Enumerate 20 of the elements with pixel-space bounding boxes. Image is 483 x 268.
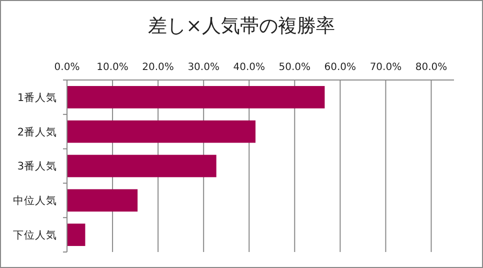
x-tick-label: 50.0% xyxy=(278,62,311,73)
x-tick-label: 70.0% xyxy=(370,62,402,73)
y-tick-label: 下位人気 xyxy=(13,229,57,242)
x-tick-label: 80.0% xyxy=(415,62,448,73)
x-tick-label: 30.0% xyxy=(188,62,220,73)
x-tick-label: 60.0% xyxy=(324,62,356,73)
bar xyxy=(67,120,256,143)
y-tick-label: 2番人気 xyxy=(17,125,57,138)
y-tick-label: 1番人気 xyxy=(17,90,57,104)
x-tick-label: 0.0% xyxy=(54,62,80,73)
x-tick-label: 40.0% xyxy=(233,62,266,73)
bar xyxy=(67,86,325,108)
chart-title: 差し×人気帯の複勝率 xyxy=(148,15,335,37)
y-tick-label: 3番人気 xyxy=(17,160,57,173)
x-tick-label: 20.0% xyxy=(142,62,174,73)
x-tick-label: 10.0% xyxy=(96,62,128,73)
bar xyxy=(67,189,138,212)
bar xyxy=(67,224,86,246)
y-tick-label: 中位人気 xyxy=(13,194,57,208)
bar xyxy=(67,154,216,178)
